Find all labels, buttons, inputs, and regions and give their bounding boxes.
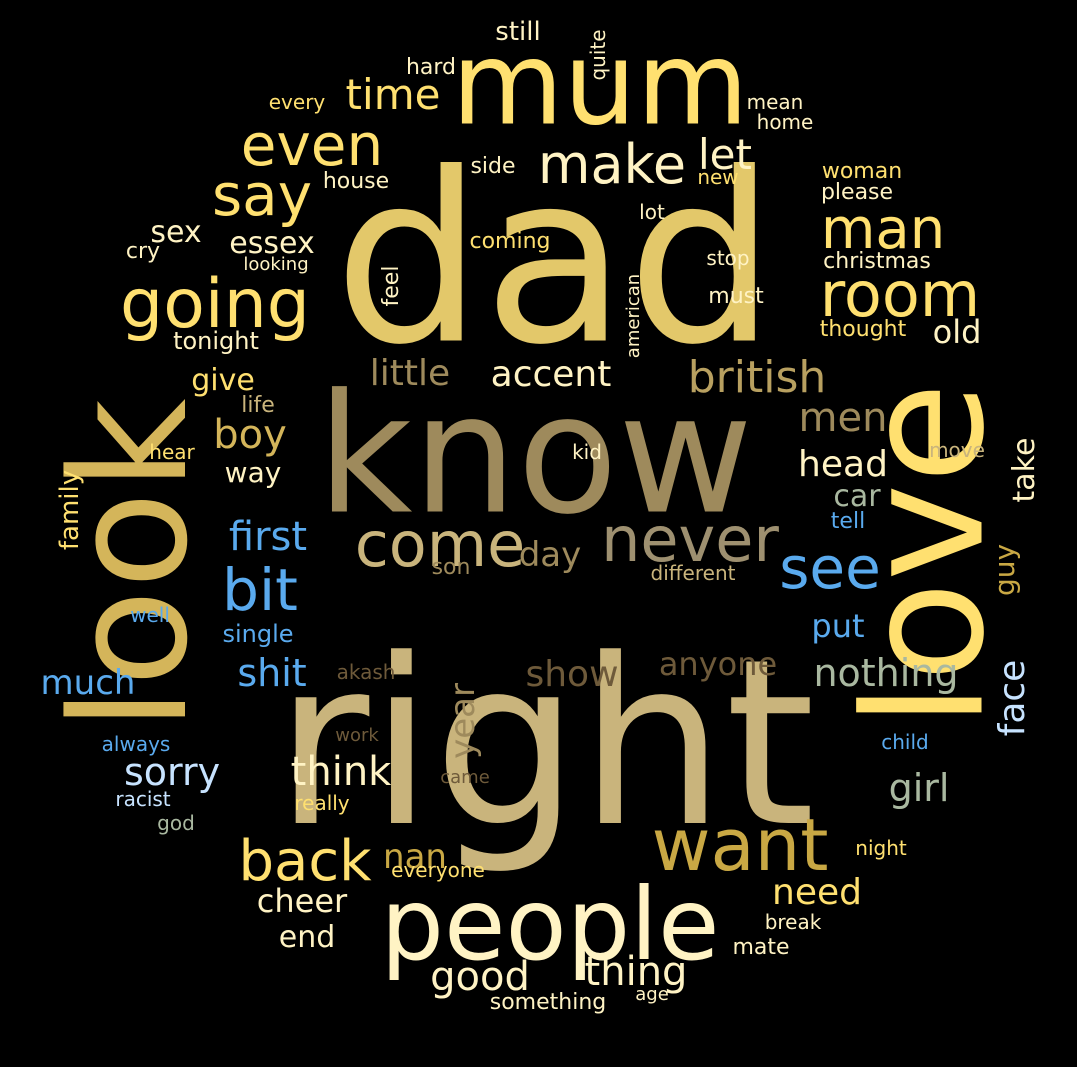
- word-way: way: [224, 456, 282, 489]
- word-men: men: [798, 395, 888, 441]
- word-night: night: [855, 836, 907, 860]
- word-end: end: [278, 920, 336, 955]
- word-christmas: christmas: [823, 249, 931, 274]
- word-mum: mum: [451, 17, 749, 152]
- word-put: put: [811, 607, 865, 645]
- word-man: man: [820, 197, 946, 262]
- word-right: right: [274, 611, 816, 878]
- word-much: much: [40, 663, 136, 703]
- word-thing: thing: [584, 949, 688, 995]
- word-essex: essex: [229, 226, 315, 261]
- word-accent: accent: [490, 354, 612, 395]
- word-please: please: [820, 180, 894, 205]
- word-head: head: [798, 444, 888, 485]
- word-back: back: [238, 829, 372, 894]
- word-sorry: sorry: [123, 750, 221, 794]
- word-want: want: [651, 803, 829, 887]
- word-woman: woman: [821, 159, 903, 184]
- word-nothing: nothing: [813, 651, 959, 695]
- word-work: work: [335, 725, 379, 746]
- word-looking: looking: [243, 254, 309, 275]
- word-mate: mate: [732, 935, 790, 960]
- word-god: god: [157, 811, 195, 835]
- word-son: son: [431, 555, 471, 580]
- word-need: need: [772, 872, 862, 913]
- word-let: let: [698, 130, 752, 179]
- word-good: good: [430, 954, 530, 1000]
- word-first: first: [228, 514, 308, 560]
- word-american: american: [623, 273, 644, 359]
- word-hear: hear: [149, 440, 195, 464]
- word-thought: thought: [819, 317, 907, 342]
- word-boy: boy: [213, 412, 287, 458]
- word-come: come: [354, 508, 526, 581]
- word-bit: bit: [222, 556, 298, 624]
- word-still: still: [495, 17, 541, 47]
- word-room: room: [819, 258, 981, 331]
- word-give: give: [191, 363, 255, 398]
- word-day: day: [518, 535, 582, 575]
- word-hard: hard: [405, 55, 457, 80]
- word-say: say: [211, 161, 313, 229]
- word-child: child: [881, 730, 929, 754]
- word-year: year: [443, 683, 483, 759]
- word-british: british: [687, 352, 827, 403]
- word-every: every: [268, 90, 326, 114]
- word-break: break: [764, 910, 822, 934]
- word-dad: dad: [333, 123, 777, 397]
- word-old: old: [932, 313, 982, 351]
- word-coming: coming: [469, 229, 551, 254]
- word-guy: guy: [988, 543, 1021, 597]
- word-people: people: [380, 866, 720, 983]
- word-always: always: [101, 732, 171, 756]
- word-house: house: [322, 169, 390, 194]
- word-tell: tell: [830, 509, 866, 534]
- word-came: came: [440, 767, 490, 788]
- word-different: different: [650, 561, 736, 585]
- word-lot: lot: [639, 200, 665, 224]
- word-going: going: [120, 265, 310, 344]
- word-car: car: [833, 479, 881, 514]
- word-feel: feel: [379, 265, 404, 307]
- word-take: take: [1007, 437, 1042, 503]
- word-anyone: anyone: [658, 645, 778, 683]
- word-mean: mean: [746, 90, 804, 114]
- word-must: must: [708, 284, 764, 309]
- word-well: well: [130, 603, 170, 627]
- word-life: life: [241, 393, 275, 418]
- word-shit: shit: [237, 651, 307, 695]
- word-face: face: [992, 659, 1033, 737]
- word-show: show: [525, 654, 619, 695]
- word-cheer: cheer: [256, 882, 348, 920]
- word-everyone: everyone: [391, 858, 485, 882]
- word-tonight: tonight: [173, 327, 259, 355]
- word-never: never: [601, 503, 779, 576]
- word-stop: stop: [706, 246, 750, 270]
- word-really: really: [294, 791, 350, 815]
- word-racist: racist: [115, 787, 171, 811]
- word-time: time: [345, 70, 441, 119]
- word-akash: akash: [336, 660, 396, 684]
- word-nan: nan: [383, 837, 447, 877]
- word-age: age: [635, 984, 669, 1005]
- word-little: little: [369, 353, 451, 394]
- word-single: single: [222, 620, 294, 648]
- word-move: move: [929, 438, 985, 462]
- word-home: home: [756, 110, 814, 134]
- word-family: family: [55, 469, 85, 551]
- word-make: make: [537, 133, 687, 196]
- word-kid: kid: [572, 440, 602, 464]
- word-side: side: [470, 154, 516, 179]
- word-cry: cry: [125, 239, 161, 264]
- word-know: know: [316, 358, 754, 551]
- word-even: even: [240, 111, 384, 179]
- word-new: new: [697, 165, 739, 189]
- word-sex: sex: [150, 215, 202, 250]
- word-something: something: [489, 990, 607, 1015]
- word-see: see: [779, 534, 881, 602]
- word-think: think: [290, 749, 392, 795]
- word-quite: quite: [586, 29, 610, 81]
- word-girl: girl: [888, 766, 950, 810]
